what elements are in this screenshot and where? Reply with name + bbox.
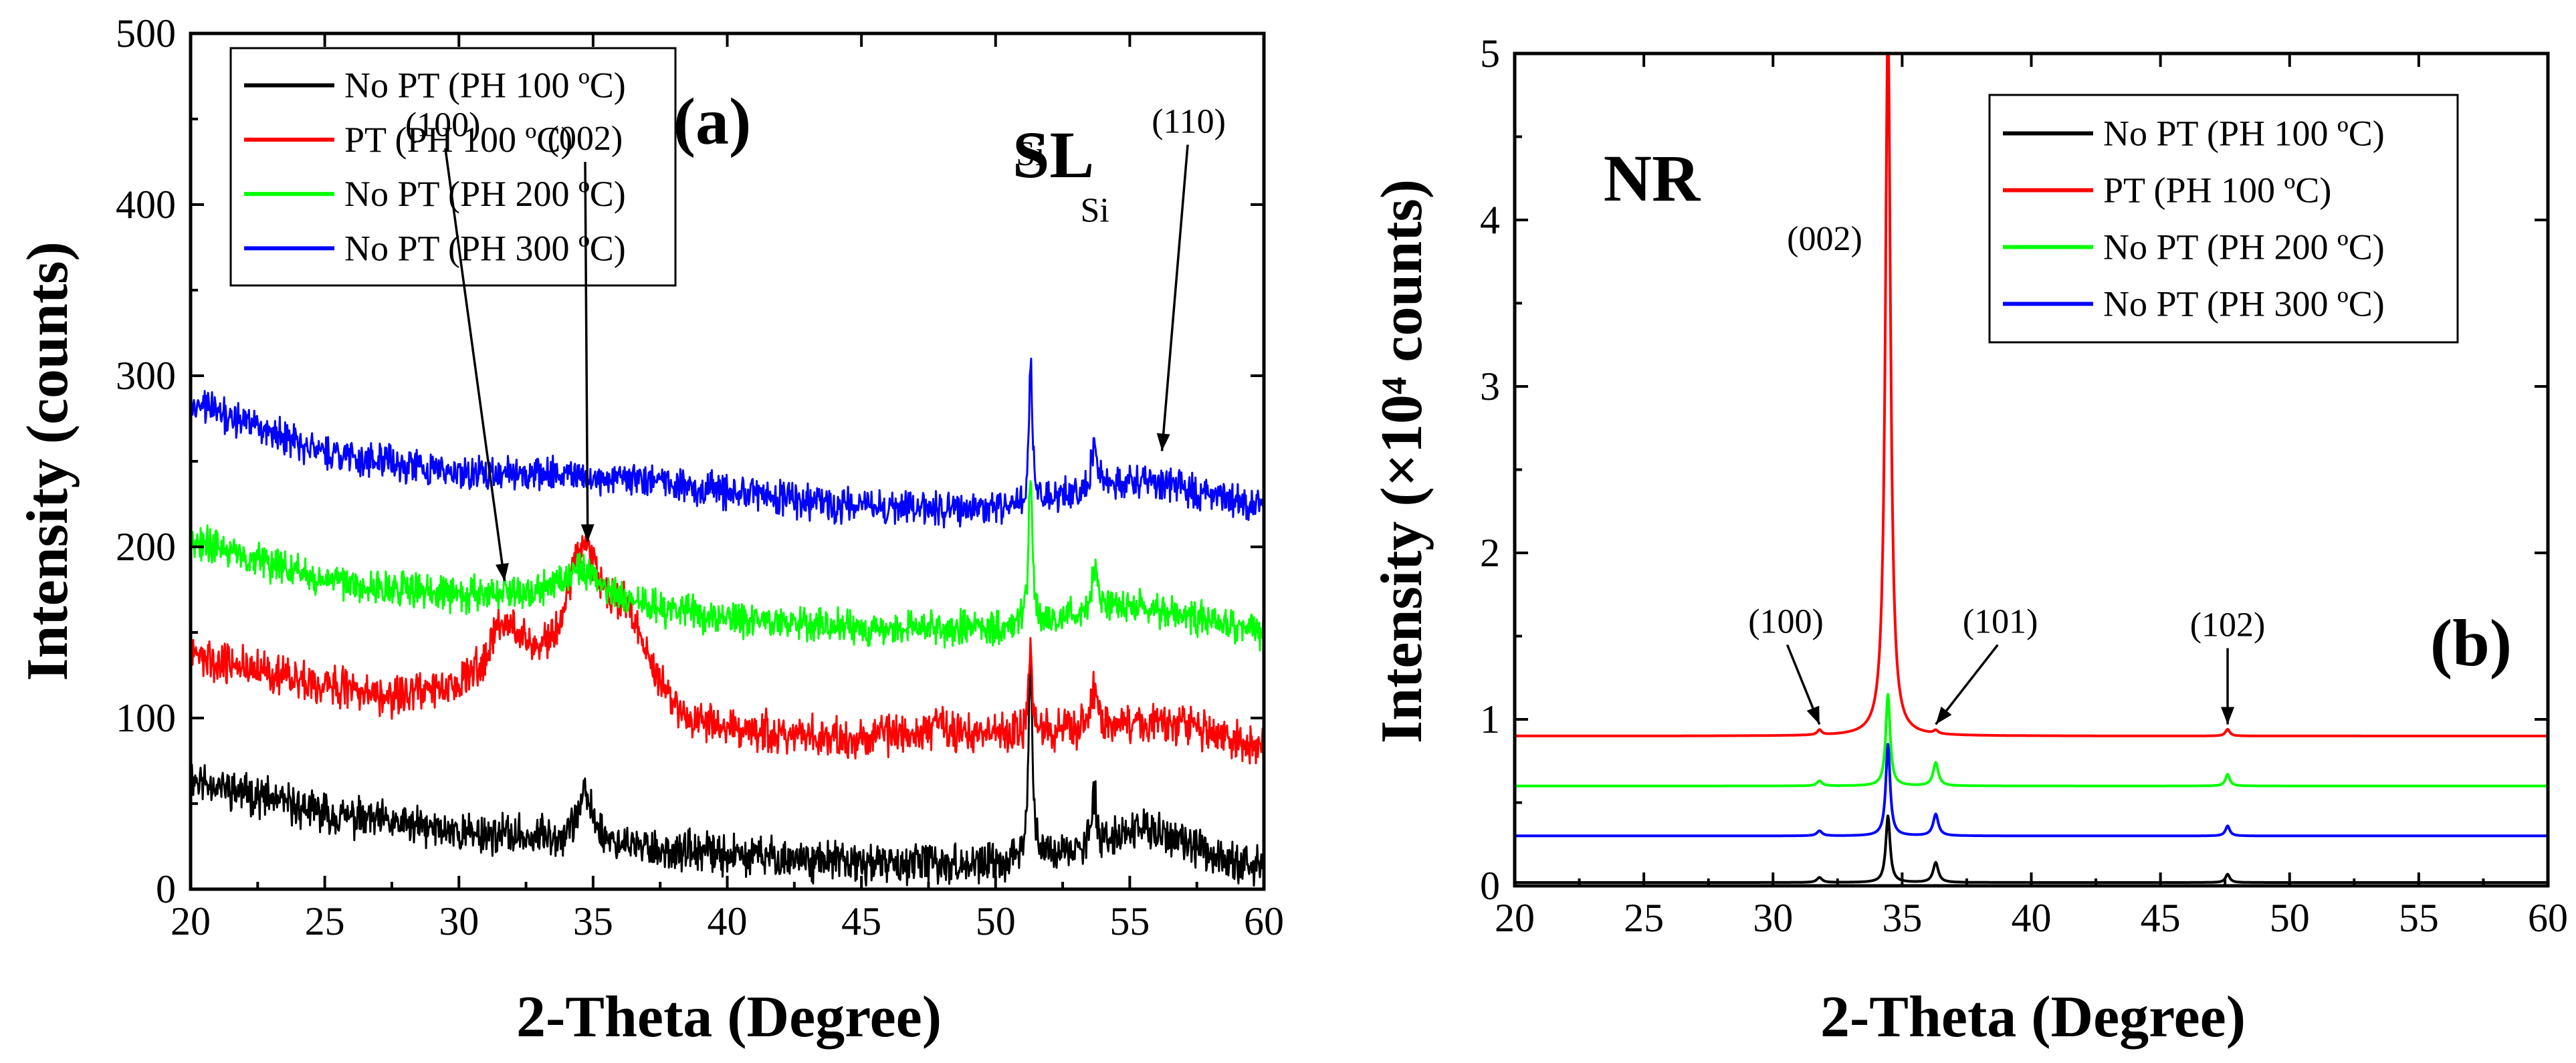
x-tick-label: 40	[708, 899, 748, 943]
x-tick-label: 55	[1109, 899, 1150, 943]
x-tick-label: 40	[2012, 896, 2052, 940]
peak-label: (101)	[1963, 603, 2038, 641]
annotation-arrowhead	[1156, 433, 1170, 451]
x-tick-label: 30	[439, 899, 479, 943]
peak-label: (002)	[548, 120, 623, 158]
y-tick-label: 3	[1480, 364, 1500, 408]
peak-label: Si	[1016, 135, 1045, 173]
x-tick-label: 35	[573, 899, 613, 943]
series-line-2	[1515, 53, 2548, 737]
peak-label: Si	[1081, 192, 1109, 230]
annotation-arrow	[1160, 144, 1189, 451]
legend-entry: No PT (PH 300 ºC)	[2103, 284, 2385, 324]
series-line-4	[191, 358, 1264, 529]
series-line-1	[191, 659, 1264, 887]
y-tick-label: 0	[156, 867, 176, 911]
x-tick-label: 25	[1624, 896, 1664, 940]
series-line-3	[191, 480, 1264, 652]
annotation-arrowhead	[496, 563, 509, 582]
annotation-arrowhead	[1806, 705, 1820, 725]
annotation-arrowhead	[2221, 707, 2235, 725]
series-line-2	[191, 535, 1264, 765]
y-tick-label: 200	[116, 525, 176, 569]
x-tick-label: 60	[1244, 899, 1284, 943]
x-tick-label: 25	[305, 899, 345, 943]
x-tick-label: 20	[171, 899, 211, 943]
legend: No PT (PH 100 ºC) PT (PH 100 ºC) No PT (PH…	[229, 47, 677, 287]
y-tick-label: 100	[116, 696, 176, 740]
x-tick-label: 50	[2270, 896, 2310, 940]
series-line-4	[1515, 743, 2548, 838]
x-tick-label: 60	[2528, 896, 2568, 940]
y-tick-label: 300	[116, 354, 176, 398]
panel-a-chart: 20 25 30 35 40 45 50 55 60 0 100 200 300 400 500 2-Thet…	[15, 11, 1284, 1050]
legend-entry: PT (PH 100 ºC)	[344, 120, 572, 160]
y-tick-label: 5	[1480, 31, 1500, 76]
legend-entry: No PT (PH 200 ºC)	[2103, 227, 2385, 267]
x-tick-label: 30	[1753, 896, 1793, 940]
peak-label: (110)	[1152, 102, 1226, 140]
y-tick-label: 0	[1480, 864, 1500, 908]
y-axis-title: Intensity (×10⁴ counts)	[1370, 179, 1434, 743]
x-tick-label: 50	[976, 899, 1016, 943]
annotation-arrow	[444, 148, 506, 582]
x-axis-title: 2-Theta (Degree)	[1820, 985, 2246, 1050]
y-axis-title: Intensity (counts)	[15, 241, 80, 681]
sample-label: SL	[1012, 118, 1094, 192]
peak-label: (002)	[1787, 220, 1862, 258]
series-line-3	[1515, 693, 2548, 788]
legend-entry: No PT (PH 100 ºC)	[2103, 114, 2385, 154]
annotation-arrowhead	[1935, 706, 1952, 725]
legend: No PT (PH 100 ºC) PT (PH 100 ºC) No PT (PH…	[1988, 94, 2459, 344]
panel-label: (a)	[673, 84, 752, 158]
x-tick-label: 45	[841, 899, 881, 943]
peak-label: (102)	[2190, 606, 2266, 644]
x-tick-label: 35	[1882, 896, 1922, 940]
x-axis-title: 2-Theta (Degree)	[516, 985, 942, 1050]
x-tick-label: 45	[2141, 896, 2181, 940]
legend-entry: No PT (PH 300 ºC)	[344, 228, 626, 268]
legend-box	[1988, 94, 2459, 344]
y-tick-label: 2	[1480, 531, 1500, 575]
x-tick-label: 20	[1495, 896, 1535, 940]
peak-label: (100)	[405, 106, 481, 144]
panel-label: (b)	[2430, 606, 2512, 680]
peak-label: (100)	[1748, 603, 1824, 641]
y-tick-label: 500	[116, 11, 176, 55]
sample-label: NR	[1604, 141, 1701, 215]
legend-entry: PT (PH 100 ºC)	[2103, 170, 2331, 211]
annotation-arrow	[584, 162, 589, 542]
legend-entry: No PT (PH 100 ºC)	[344, 66, 626, 106]
y-tick-label: 400	[116, 183, 176, 227]
legend-box	[229, 47, 677, 287]
legend-entry: No PT (PH 200 ºC)	[344, 174, 626, 214]
annotation-arrowhead	[580, 524, 595, 542]
y-tick-label: 1	[1480, 697, 1500, 741]
y-tick-label: 4	[1480, 198, 1500, 242]
x-tick-label: 55	[2399, 896, 2439, 940]
series-group	[191, 358, 1264, 887]
